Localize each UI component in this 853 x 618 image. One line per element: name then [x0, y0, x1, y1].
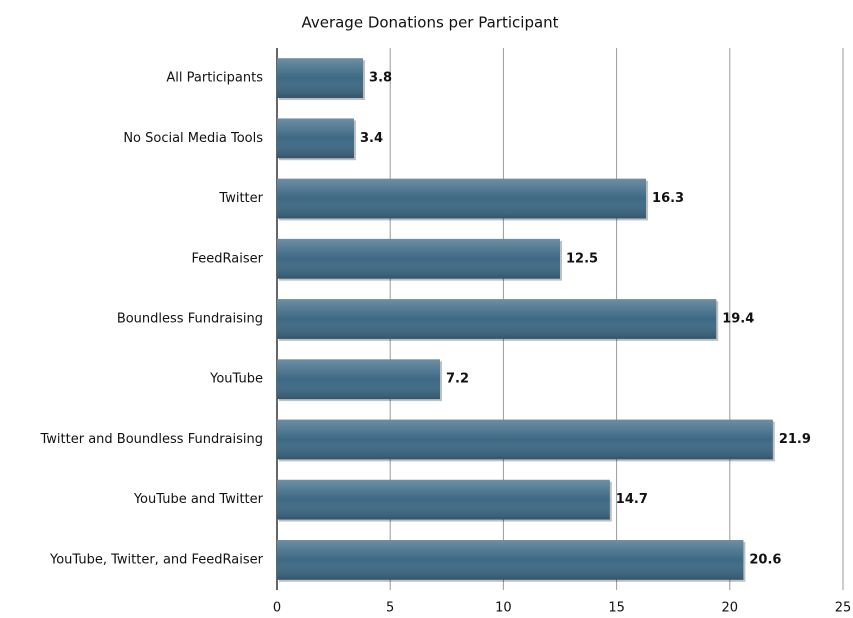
y-tick-label: Twitter — [218, 191, 263, 206]
y-tick-label: Twitter and Boundless Fundraising — [40, 432, 263, 447]
bar-shade — [277, 299, 717, 339]
bar-shade — [277, 479, 610, 520]
data-label: 12.5 — [566, 251, 598, 266]
bar-shade — [277, 58, 364, 98]
bar-shade — [277, 238, 560, 279]
bar-shade — [277, 118, 354, 159]
data-label: 16.3 — [652, 191, 684, 206]
y-tick-label: No Social Media Tools — [123, 131, 263, 146]
y-tick-label: All Participants — [166, 71, 263, 86]
bar-shade — [277, 178, 647, 219]
bar-shade — [277, 419, 773, 460]
data-label: 7.2 — [446, 372, 469, 387]
data-label: 21.9 — [779, 432, 811, 447]
y-tick-label: YouTube, Twitter, and FeedRaiser — [49, 552, 264, 567]
x-tick-label: 0 — [273, 601, 281, 616]
chart-title: Average Donations per Participant — [301, 14, 558, 32]
data-label: 3.8 — [369, 71, 392, 86]
y-tick-label: YouTube and Twitter — [133, 492, 264, 507]
y-tick-label: FeedRaiser — [192, 251, 264, 266]
x-tick-label: 15 — [608, 601, 625, 616]
x-tick-label: 5 — [386, 601, 394, 616]
x-tick-label: 20 — [722, 601, 739, 616]
x-tick-label: 10 — [495, 601, 512, 616]
y-tick-label: YouTube — [209, 372, 263, 387]
bar-shade — [277, 540, 744, 580]
data-label: 14.7 — [616, 492, 648, 507]
data-label: 19.4 — [722, 312, 754, 327]
bar-shade — [277, 359, 441, 400]
y-tick-label: Boundless Fundraising — [117, 312, 263, 327]
data-label: 3.4 — [360, 131, 383, 146]
data-label: 20.6 — [749, 552, 781, 567]
x-tick-label: 25 — [835, 601, 852, 616]
